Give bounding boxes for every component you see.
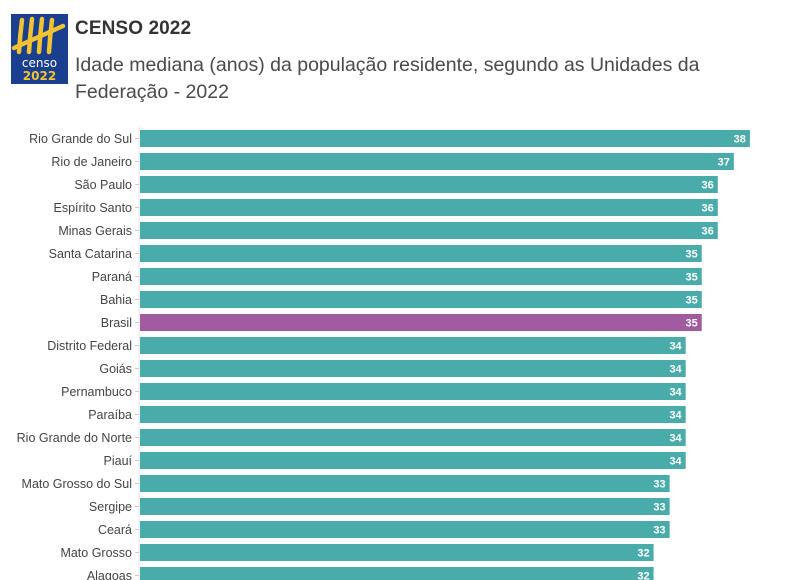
- bar: [140, 544, 654, 561]
- category-label: Paraná: [92, 270, 132, 284]
- bar: [140, 153, 734, 170]
- category-label: Ceará: [98, 523, 132, 537]
- value-label: 35: [686, 295, 698, 307]
- bar-row: Santa Catarina 35: [49, 245, 702, 262]
- bar-row: Paraíba 34: [88, 406, 686, 423]
- value-label: 32: [637, 571, 649, 580]
- value-label: 35: [686, 318, 698, 330]
- bar-highlight: [140, 314, 702, 331]
- bar-row: Mato Grosso do Sul 33: [22, 475, 670, 492]
- value-label: 34: [669, 341, 682, 353]
- bar-row: Rio de Janeiro 37: [51, 153, 734, 170]
- tally-marks-icon: censo 2022: [11, 16, 66, 83]
- category-label: Brasil: [101, 316, 132, 330]
- bar-row: Minas Gerais 36: [58, 222, 718, 239]
- bar-row: Ceará 33: [98, 521, 670, 538]
- category-label: Mato Grosso: [60, 546, 132, 560]
- category-label: Rio Grande do Sul: [29, 132, 132, 146]
- bar-row: São Paulo 36: [74, 176, 718, 193]
- value-label: 33: [653, 525, 665, 537]
- bar-row: Bahia 35: [100, 291, 702, 308]
- chart-subtitle: Idade mediana (anos) da população reside…: [75, 54, 700, 103]
- value-label: 32: [637, 548, 649, 560]
- bar: [140, 567, 654, 580]
- category-label: Paraíba: [88, 408, 132, 422]
- bar: [140, 498, 670, 515]
- bar-row: Brasil 35: [101, 314, 702, 331]
- bar: [140, 383, 686, 400]
- category-label: Piauí: [104, 454, 133, 468]
- chart-title: CENSO 2022: [75, 18, 192, 39]
- bar: [140, 130, 750, 147]
- bar: [140, 291, 702, 308]
- bar-row: Espírito Santo 36: [53, 199, 718, 216]
- value-label: 36: [702, 203, 714, 215]
- value-label: 36: [702, 180, 714, 192]
- value-label: 34: [669, 387, 682, 399]
- bar-row: Paraná 35: [92, 268, 702, 285]
- bar-row: Mato Grosso 32: [60, 544, 654, 561]
- value-label: 34: [669, 433, 682, 445]
- category-label: Sergipe: [89, 500, 132, 514]
- bar-row: Distrito Federal 34: [47, 337, 686, 354]
- bar: [140, 199, 718, 216]
- value-label: 35: [686, 272, 698, 284]
- logo-text-censo: censo: [22, 56, 57, 70]
- bar: [140, 222, 718, 239]
- category-label: São Paulo: [74, 178, 132, 192]
- category-label: Pernambuco: [61, 385, 132, 399]
- category-label: Minas Gerais: [58, 224, 132, 238]
- value-label: 34: [669, 364, 682, 376]
- category-label: Bahia: [100, 293, 132, 307]
- value-label: 33: [653, 479, 665, 491]
- bar: [140, 475, 670, 492]
- value-label: 34: [669, 456, 682, 468]
- bar: [140, 521, 670, 538]
- category-label: Santa Catarina: [49, 247, 132, 261]
- bar-row: Sergipe 33: [89, 498, 670, 515]
- value-label: 33: [653, 502, 665, 514]
- logo-text-year: 2022: [23, 69, 56, 83]
- category-label: Rio de Janeiro: [51, 155, 132, 169]
- value-label: 34: [669, 410, 682, 422]
- category-label: Goiás: [99, 362, 132, 376]
- bar-row: Alagoas 32: [87, 567, 654, 580]
- bar-row: Goiás 34: [99, 360, 686, 377]
- bar-row: Piauí 34: [104, 452, 686, 469]
- bar: [140, 176, 718, 193]
- category-label: Mato Grosso do Sul: [22, 477, 132, 491]
- censo-logo: censo 2022: [11, 14, 68, 84]
- category-label: Rio Grande do Norte: [17, 431, 132, 445]
- category-label: Espírito Santo: [53, 201, 132, 215]
- bar-row: Rio Grande do Norte 34: [17, 429, 686, 446]
- bar: [140, 360, 686, 377]
- category-label: Distrito Federal: [47, 339, 132, 353]
- bar: [140, 452, 686, 469]
- bar: [140, 337, 686, 354]
- value-label: 38: [734, 134, 746, 146]
- bar-row: Pernambuco 34: [61, 383, 686, 400]
- bar: [140, 406, 686, 423]
- bar: [140, 268, 702, 285]
- bar: [140, 245, 702, 262]
- category-label: Alagoas: [87, 569, 132, 580]
- bar-row: Rio Grande do Sul 38: [29, 130, 750, 147]
- value-label: 36: [702, 226, 714, 238]
- bar: [140, 429, 686, 446]
- value-label: 35: [686, 249, 698, 261]
- value-label: 37: [718, 157, 730, 169]
